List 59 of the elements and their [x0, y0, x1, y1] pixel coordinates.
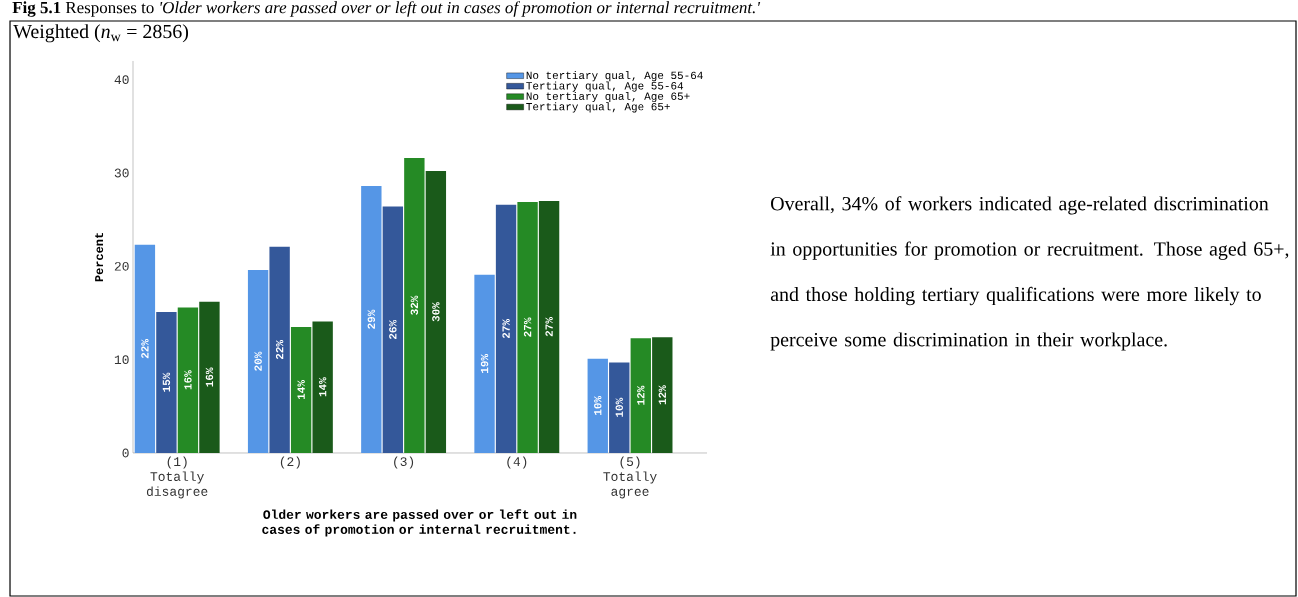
data-label: 10%: [594, 395, 602, 415]
data-label: 12%: [658, 385, 666, 405]
bar: [517, 201, 538, 453]
bar: [587, 358, 608, 453]
y-tick-label: 40: [114, 75, 129, 85]
legend-label: No tertiary qual, Age 65+: [526, 91, 690, 103]
data-label: 10%: [615, 397, 623, 417]
data-label: 14%: [318, 377, 327, 397]
x-tick-label: (5) Totally agree: [603, 456, 657, 499]
data-label: 22%: [141, 339, 149, 359]
data-label: 27%: [545, 317, 553, 337]
chart-subtitle: Weighted (n$_{w}$ = 2856): [13, 24, 189, 43]
bar: [134, 244, 156, 453]
data-label: 26%: [389, 319, 397, 339]
data-label: 22%: [275, 339, 284, 360]
data-label: 29%: [367, 309, 376, 329]
legend-label: No tertiary qual, Age 55-64: [526, 71, 703, 82]
data-label: 16%: [184, 370, 192, 390]
y-tick-label: 10: [114, 355, 129, 365]
x-axis-title: Older workers are passed over or left out in cases of promotion or internal recruitment.: [262, 509, 577, 537]
y-tick-label: 20: [114, 261, 129, 271]
y-tick-label: 0: [122, 448, 129, 458]
data-label: 19%: [480, 353, 489, 373]
legend-label: Tertiary qual, Age 65+: [526, 102, 670, 113]
data-label: 27%: [502, 318, 510, 339]
data-label: 27%: [523, 317, 532, 337]
data-label: 12%: [637, 385, 645, 405]
chart-title: Fig 5.1 Responses to 'Older workers are passed over or left out in cases of promotion or internal recruitment.': [12, 1, 761, 17]
x-tick-label: (2): [280, 456, 300, 469]
text: Overall, 34% of workers indicated age-related discrimination in opportunities for promotion or recruitment. Those aged 65+, and those holding tertiary qualifications were more likely to perceive some discrimination in their workplace.: [770, 196, 1289, 351]
bar: [630, 338, 651, 453]
bar: [404, 158, 425, 453]
bar: [199, 301, 220, 453]
bar: [538, 200, 560, 453]
bar: [312, 321, 333, 453]
bar: [177, 307, 199, 453]
bar: [156, 312, 177, 453]
bar: [361, 186, 382, 453]
data-label: 16%: [205, 367, 214, 387]
y-axis-title: Percent: [95, 233, 104, 282]
bar: [290, 326, 312, 453]
x-tick-label: (3): [394, 456, 414, 469]
data-label: 14%: [297, 380, 305, 400]
y-tick-label: 30: [114, 168, 129, 178]
bar: [609, 362, 630, 453]
x-tick-label: (1) Totally disagree: [146, 456, 208, 499]
data-label: 30%: [432, 302, 440, 322]
data-label: 32%: [410, 295, 419, 315]
bar: [652, 337, 673, 453]
x-tick-label: (4): [507, 456, 527, 469]
bar: [269, 246, 290, 453]
bar: [247, 270, 269, 453]
legend-label: Tertiary qual, Age 55-64: [526, 81, 684, 92]
data-label: 20%: [254, 351, 262, 371]
bar: [495, 204, 517, 453]
data-label: 15%: [162, 372, 171, 392]
bar: [382, 206, 404, 453]
bar: [474, 274, 495, 453]
bar: [425, 171, 447, 453]
